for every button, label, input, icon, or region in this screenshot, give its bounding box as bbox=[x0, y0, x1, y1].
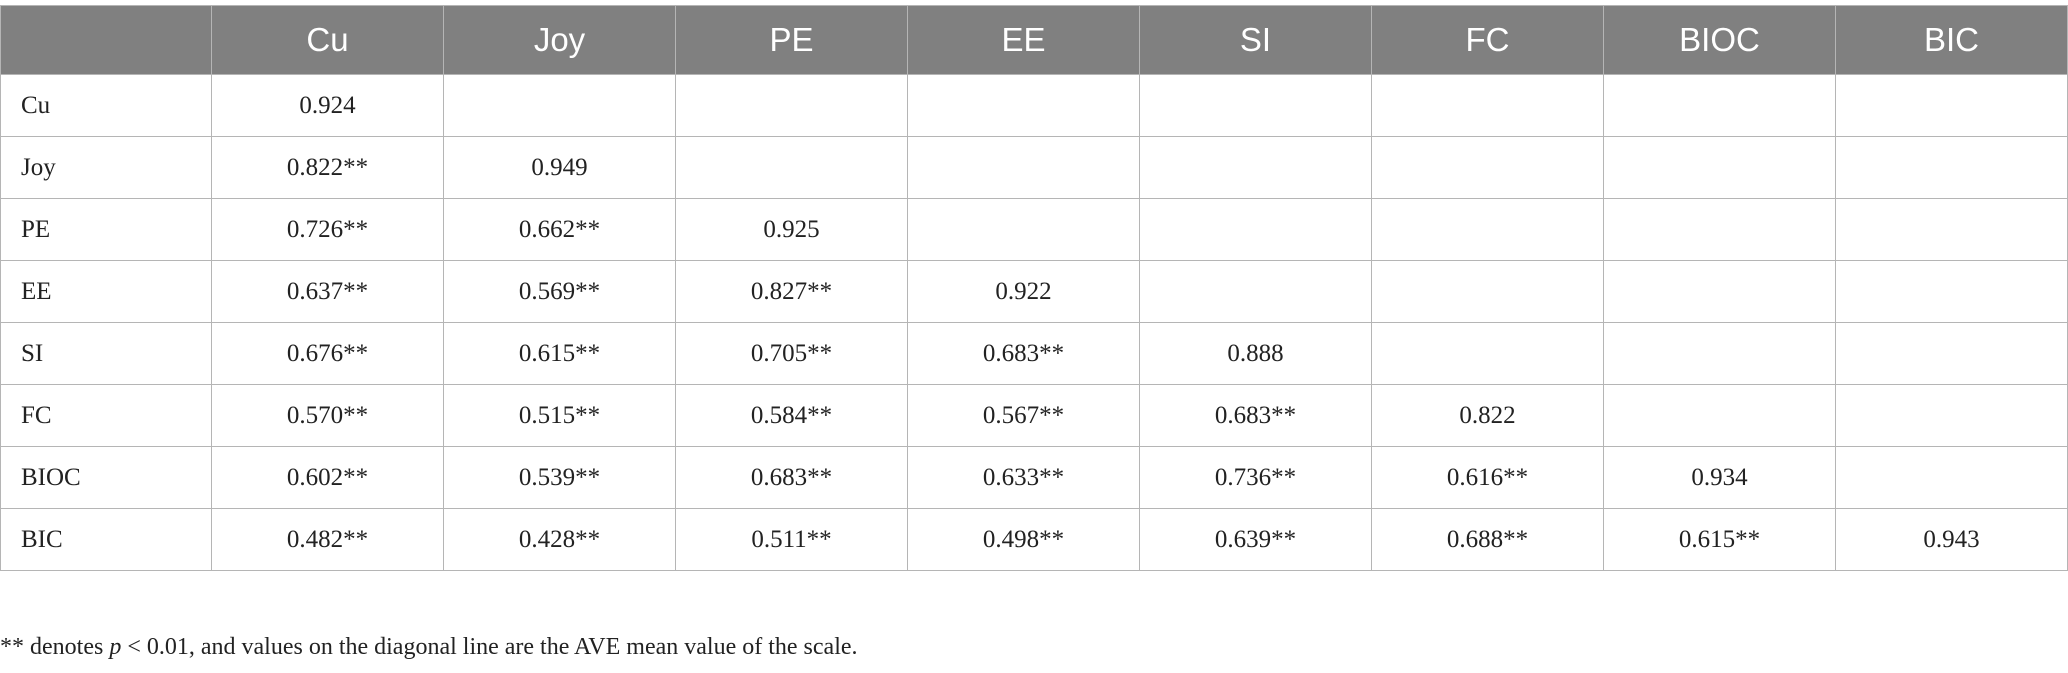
empty-cell bbox=[1835, 260, 2068, 323]
empty-cell bbox=[907, 74, 1140, 137]
empty-cell bbox=[1835, 446, 2068, 509]
table-row: Joy 0.822** 0.949 bbox=[0, 136, 2068, 199]
empty-cell bbox=[1603, 260, 1836, 323]
column-header: EE bbox=[907, 5, 1140, 75]
empty-cell bbox=[1835, 322, 2068, 385]
empty-cell bbox=[1603, 74, 1836, 137]
table-row: BIOC 0.602** 0.539** 0.683** 0.633** 0.736** 0… bbox=[0, 446, 2068, 509]
empty-cell bbox=[1139, 136, 1372, 199]
empty-cell bbox=[1371, 74, 1604, 137]
empty-cell bbox=[1139, 198, 1372, 261]
table-cell: 0.949 bbox=[443, 136, 676, 199]
table-cell: 0.539** bbox=[443, 446, 676, 509]
column-header: FC bbox=[1371, 5, 1604, 75]
table-body: Cu 0.924 Joy 0.822** 0.949 PE 0.726** 0.662** 0.… bbox=[0, 74, 2068, 571]
empty-cell bbox=[1139, 260, 1372, 323]
table-cell: 0.683** bbox=[907, 322, 1140, 385]
empty-cell bbox=[1835, 74, 2068, 137]
table-cell: 0.822 bbox=[1371, 384, 1604, 447]
table-row: SI 0.676** 0.615** 0.705** 0.683** 0.888 bbox=[0, 322, 2068, 385]
table-cell: 0.688** bbox=[1371, 508, 1604, 571]
empty-cell bbox=[675, 74, 908, 137]
empty-cell bbox=[1139, 74, 1372, 137]
correlation-table: Cu Joy PE EE SI FC BIOC BIC Cu 0.924 Joy 0.822** 0.… bbox=[0, 5, 2068, 571]
table-cell: 0.616** bbox=[1371, 446, 1604, 509]
table-cell: 0.567** bbox=[907, 384, 1140, 447]
footnote-italic: p bbox=[109, 634, 122, 660]
table-cell: 0.683** bbox=[1139, 384, 1372, 447]
empty-cell bbox=[1603, 322, 1836, 385]
empty-cell bbox=[1835, 136, 2068, 199]
table-cell: 0.676** bbox=[211, 322, 444, 385]
row-label: FC bbox=[0, 384, 212, 447]
column-header: BIC bbox=[1835, 5, 2068, 75]
table-cell: 0.637** bbox=[211, 260, 444, 323]
table-cell: 0.515** bbox=[443, 384, 676, 447]
empty-cell bbox=[1835, 384, 2068, 447]
column-header: SI bbox=[1139, 5, 1372, 75]
table-cell: 0.726** bbox=[211, 198, 444, 261]
table-cell: 0.428** bbox=[443, 508, 676, 571]
row-label: Cu bbox=[0, 74, 212, 137]
table-cell: 0.705** bbox=[675, 322, 908, 385]
empty-cell bbox=[1371, 198, 1604, 261]
column-header: Cu bbox=[211, 5, 444, 75]
column-header: Joy bbox=[443, 5, 676, 75]
empty-cell bbox=[1371, 260, 1604, 323]
row-label: BIC bbox=[0, 508, 212, 571]
table-cell: 0.511** bbox=[675, 508, 908, 571]
table-row: PE 0.726** 0.662** 0.925 bbox=[0, 198, 2068, 261]
table-cell: 0.570** bbox=[211, 384, 444, 447]
table-cell: 0.888 bbox=[1139, 322, 1372, 385]
table-cell: 0.584** bbox=[675, 384, 908, 447]
table-cell: 0.683** bbox=[675, 446, 908, 509]
table-cell: 0.934 bbox=[1603, 446, 1836, 509]
table-row: BIC 0.482** 0.428** 0.511** 0.498** 0.639** 0.… bbox=[0, 508, 2068, 571]
empty-cell bbox=[1603, 136, 1836, 199]
row-label: BIOC bbox=[0, 446, 212, 509]
column-header: PE bbox=[675, 5, 908, 75]
row-label: SI bbox=[0, 322, 212, 385]
table-cell: 0.736** bbox=[1139, 446, 1372, 509]
empty-cell bbox=[1371, 136, 1604, 199]
table-row: Cu 0.924 bbox=[0, 74, 2068, 137]
table-cell: 0.922 bbox=[907, 260, 1140, 323]
table-cell: 0.615** bbox=[1603, 508, 1836, 571]
footnote-text: ** denotes bbox=[0, 634, 110, 660]
column-header: BIOC bbox=[1603, 5, 1836, 75]
table-cell: 0.615** bbox=[443, 322, 676, 385]
row-label: PE bbox=[0, 198, 212, 261]
table-cell: 0.925 bbox=[675, 198, 908, 261]
table-row: EE 0.637** 0.569** 0.827** 0.922 bbox=[0, 260, 2068, 323]
table-cell: 0.602** bbox=[211, 446, 444, 509]
empty-cell bbox=[907, 136, 1140, 199]
table-cell: 0.569** bbox=[443, 260, 676, 323]
table-cell: 0.924 bbox=[211, 74, 444, 137]
empty-cell bbox=[443, 74, 676, 137]
empty-cell bbox=[1603, 384, 1836, 447]
empty-cell bbox=[1603, 198, 1836, 261]
empty-cell bbox=[1371, 322, 1604, 385]
table-cell: 0.943 bbox=[1835, 508, 2068, 571]
row-label: EE bbox=[0, 260, 212, 323]
header-row: Cu Joy PE EE SI FC BIOC BIC bbox=[0, 5, 2068, 75]
empty-cell bbox=[1835, 198, 2068, 261]
table-cell: 0.662** bbox=[443, 198, 676, 261]
table-cell: 0.827** bbox=[675, 260, 908, 323]
empty-cell bbox=[907, 198, 1140, 261]
table-cell: 0.498** bbox=[907, 508, 1140, 571]
table-row: FC 0.570** 0.515** 0.584** 0.567** 0.683** 0.8… bbox=[0, 384, 2068, 447]
corner-cell bbox=[0, 5, 212, 75]
table-cell: 0.482** bbox=[211, 508, 444, 571]
empty-cell bbox=[675, 136, 908, 199]
table-cell: 0.639** bbox=[1139, 508, 1372, 571]
footnote-text: < 0.01, and values on the diagonal line … bbox=[121, 634, 858, 660]
footnote: ** denotes p < 0.01, and values on the d… bbox=[0, 634, 858, 661]
row-label: Joy bbox=[0, 136, 212, 199]
table-cell: 0.822** bbox=[211, 136, 444, 199]
table-cell: 0.633** bbox=[907, 446, 1140, 509]
